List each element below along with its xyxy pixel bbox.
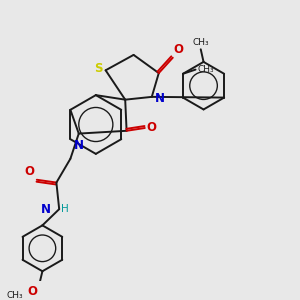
- Text: CH₃: CH₃: [192, 38, 209, 47]
- Text: CH₃: CH₃: [198, 65, 214, 74]
- Text: CH₃: CH₃: [6, 291, 23, 300]
- Text: O: O: [146, 122, 156, 134]
- Text: N: N: [154, 92, 165, 105]
- Text: O: O: [25, 165, 34, 178]
- Text: O: O: [27, 285, 38, 298]
- Text: H: H: [61, 204, 68, 214]
- Text: N: N: [74, 139, 84, 152]
- Text: O: O: [173, 43, 183, 56]
- Text: S: S: [94, 61, 102, 74]
- Text: N: N: [41, 202, 51, 216]
